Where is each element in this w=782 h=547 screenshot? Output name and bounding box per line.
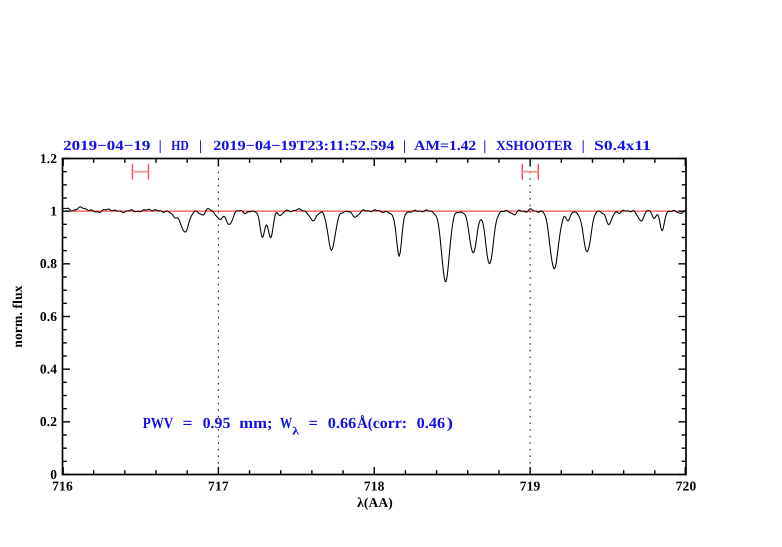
svg-text:|: | [582, 139, 585, 154]
svg-text:0.95: 0.95 [203, 415, 231, 432]
svg-text:0.66: 0.66 [328, 415, 357, 432]
svg-text:|: | [199, 139, 202, 154]
svg-text:=: = [183, 415, 193, 432]
svg-text:2019−04−19: 2019−04−19 [63, 139, 150, 154]
svg-text:0.4: 0.4 [40, 362, 57, 377]
svg-text:720: 720 [676, 479, 697, 494]
svg-text:norm. flux: norm. flux [10, 285, 25, 347]
svg-text:1: 1 [50, 204, 57, 219]
svg-text:0.46: 0.46 [417, 415, 446, 432]
svg-text:|: | [483, 139, 486, 154]
svg-text:corr:: corr: [373, 415, 407, 432]
svg-text:|: | [159, 139, 162, 154]
svg-text:0.2: 0.2 [40, 414, 57, 429]
svg-text:1.2: 1.2 [40, 151, 57, 166]
svg-text:HD: HD [171, 139, 189, 154]
svg-text:λ: λ [292, 425, 300, 437]
svg-text:PWV: PWV [143, 415, 174, 432]
svg-text:716: 716 [52, 479, 73, 494]
svg-text:W: W [280, 415, 293, 432]
svg-text:S0.4x11: S0.4x11 [594, 139, 651, 154]
svg-text:): ) [447, 415, 453, 432]
svg-text:717: 717 [208, 479, 229, 494]
svg-text:AM=1.42: AM=1.42 [414, 139, 476, 154]
svg-text:XSHOOTER: XSHOOTER [496, 139, 573, 154]
svg-text:718: 718 [364, 479, 385, 494]
svg-text:λ(AA): λ(AA) [357, 495, 393, 510]
svg-text:0.6: 0.6 [40, 309, 57, 324]
svg-text:0: 0 [50, 467, 57, 482]
svg-text:0.8: 0.8 [40, 256, 57, 271]
svg-text:=: = [309, 415, 319, 432]
svg-text:2019−04−19T23:11:52.594: 2019−04−19T23:11:52.594 [213, 139, 394, 154]
svg-text:mm;: mm; [239, 415, 272, 432]
svg-text:719: 719 [520, 479, 541, 494]
svg-text:Å(: Å( [357, 415, 373, 432]
svg-text:|: | [403, 139, 406, 154]
